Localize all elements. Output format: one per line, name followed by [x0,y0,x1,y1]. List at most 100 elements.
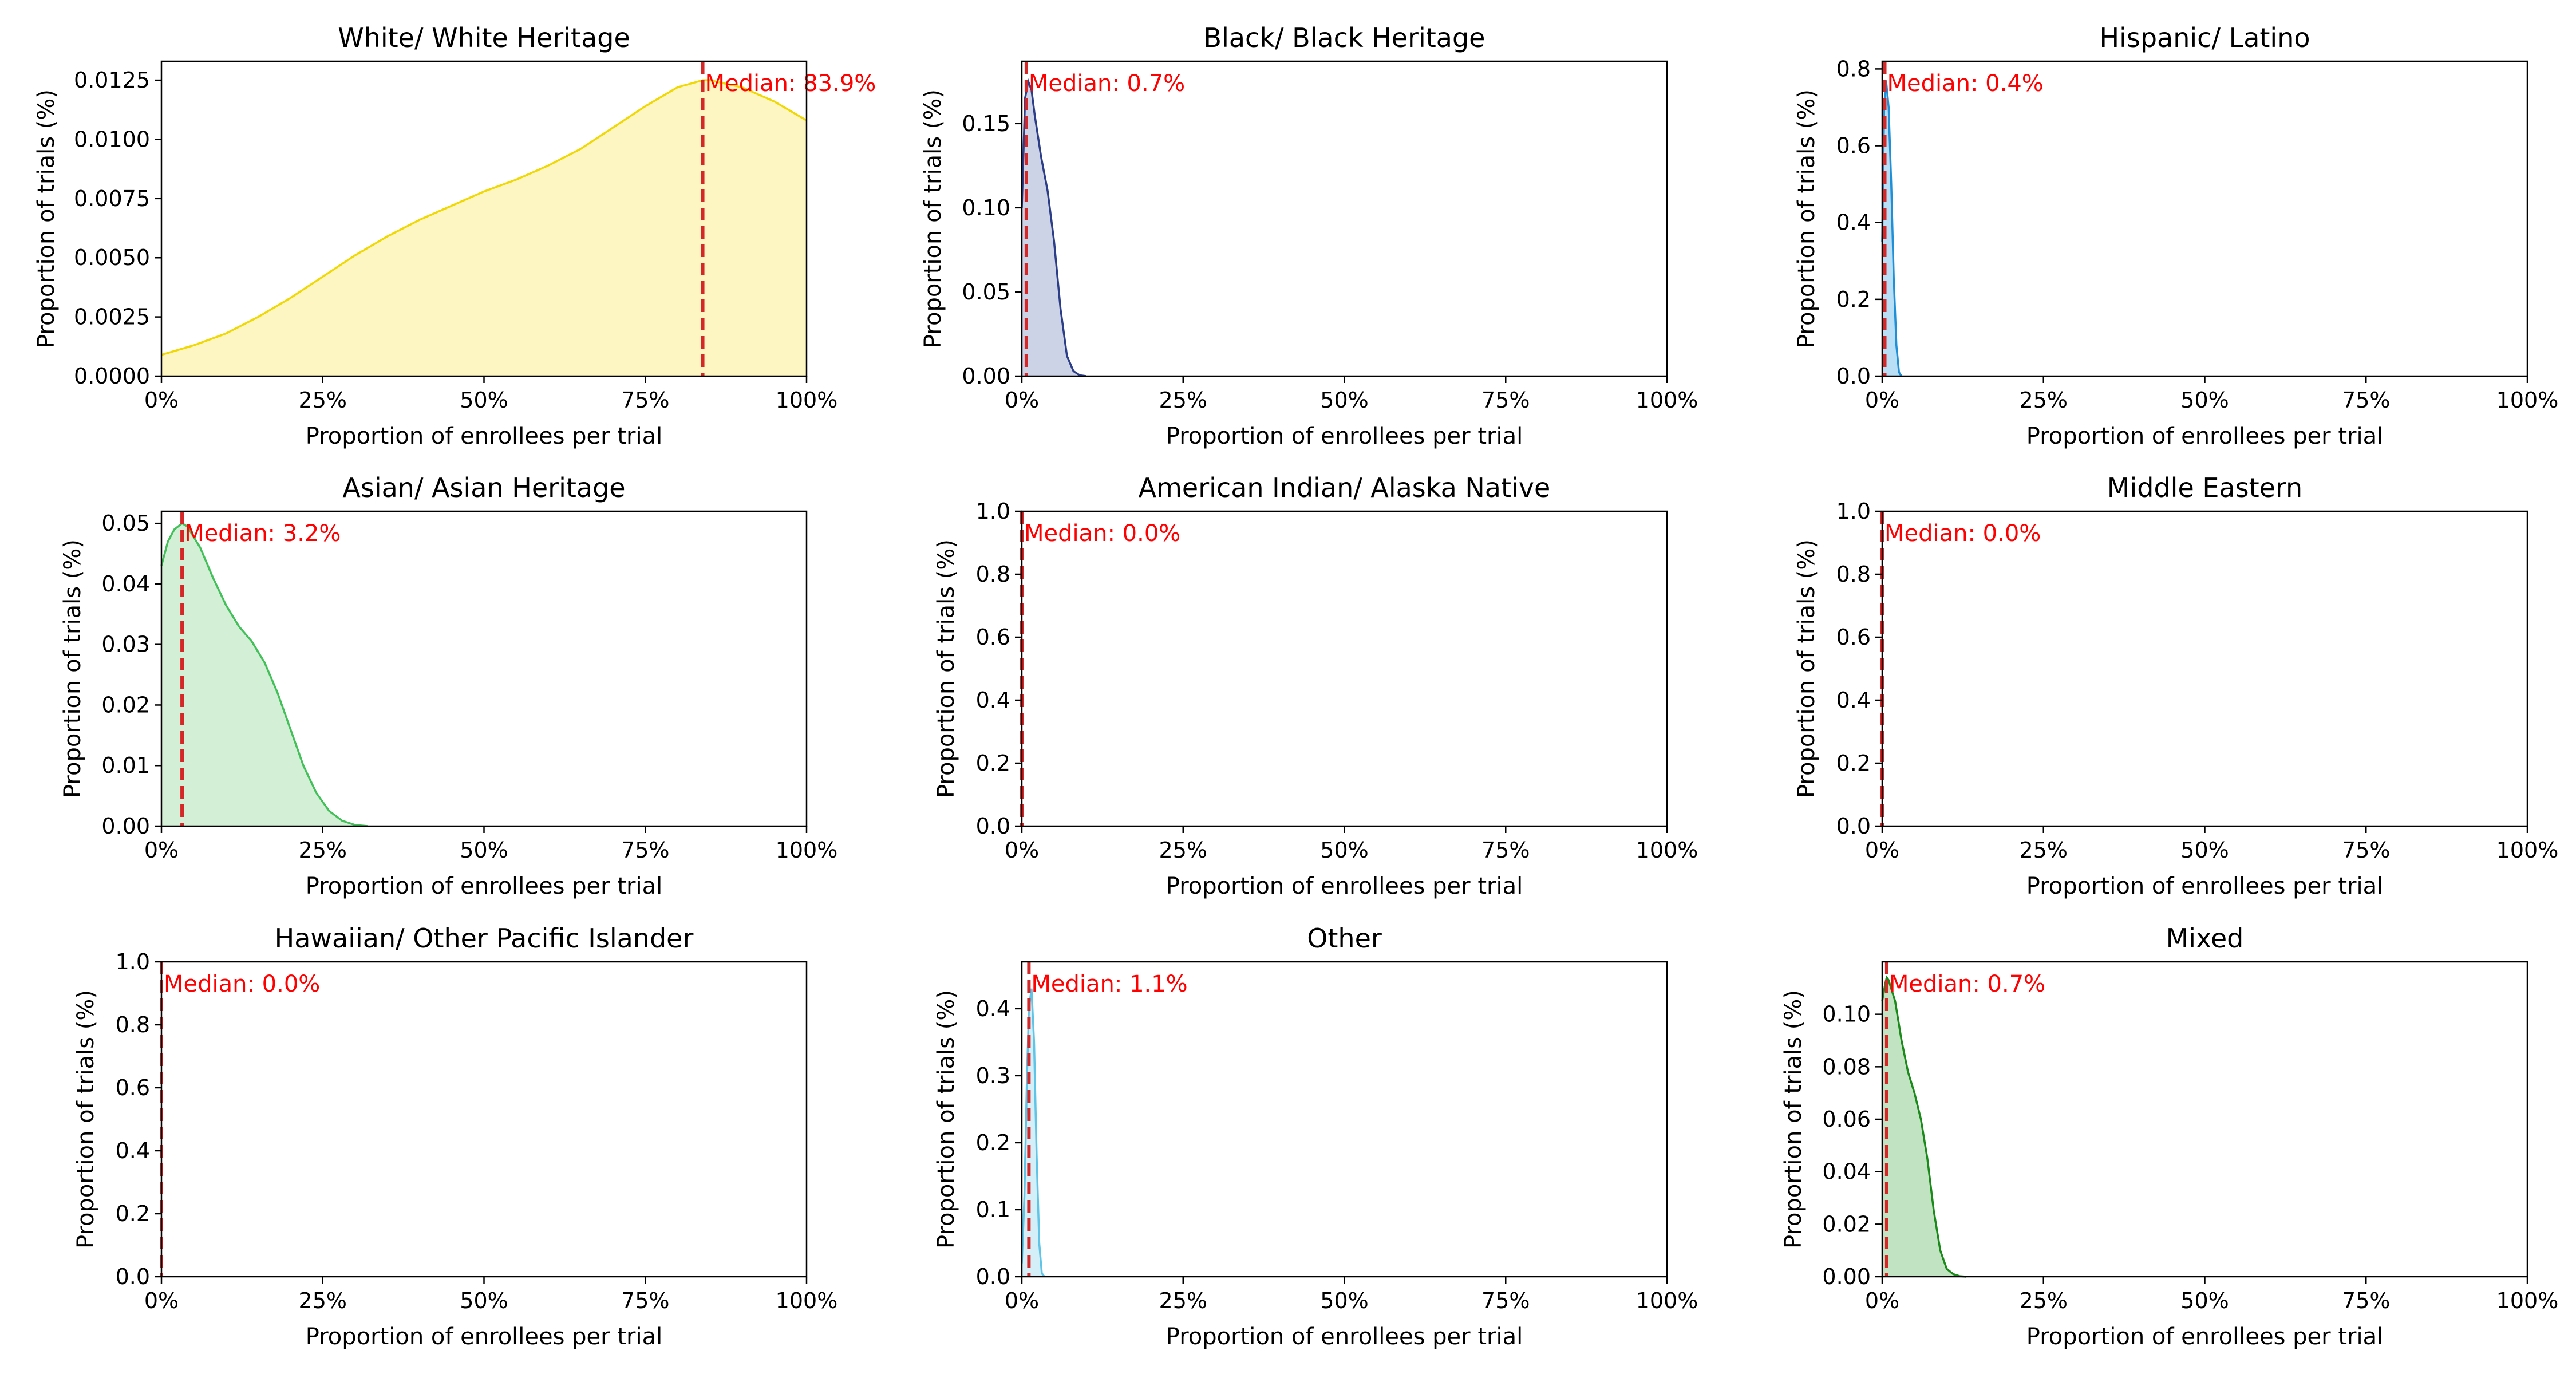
x-tick-label: 50% [2180,388,2229,413]
x-tick-label: 25% [1159,1288,1207,1313]
density-line [1881,975,1966,1278]
x-tick-label: 100% [1636,838,1698,863]
y-tick-label: 1.0 [1836,499,1871,524]
median-label: Median: 83.9% [705,70,876,97]
x-tick-label: 75% [2342,1288,2390,1313]
x-tick-label: 0% [144,1288,179,1313]
y-tick-label: 0.4 [976,688,1010,713]
y-tick-label: 0.8 [976,562,1010,587]
y-tick-label: 0.3 [976,1063,1010,1088]
x-tick-label: 75% [2342,388,2390,413]
chart-title: American Indian/ Alaska Native [1139,472,1551,503]
y-tick-label: 0.4 [976,996,1010,1021]
y-tick-label: 0.0 [116,1264,150,1289]
x-axis-label: Proportion of enrollees per trial [306,873,662,899]
x-tick-label: 0% [144,838,179,863]
chart-title: Hawaiian/ Other Pacific Islander [275,923,694,954]
median-label: Median: 0.0% [1884,520,2041,547]
x-tick-label: 25% [1159,838,1207,863]
x-axis-label: Proportion of enrollees per trial [306,423,662,449]
density-fill [161,523,368,826]
y-tick-label: 0.0 [976,1264,1010,1289]
y-tick-label: 0.02 [1822,1211,1871,1237]
x-tick-label: 50% [1320,388,1368,413]
x-tick-label: 25% [2020,838,2068,863]
y-tick-label: 0.6 [116,1075,150,1100]
x-tick-label: 25% [299,388,347,413]
x-tick-label: 50% [2180,1288,2229,1313]
x-axis-label: Proportion of enrollees per trial [1166,1324,1523,1350]
y-tick-label: 0.03 [101,632,150,657]
y-tick-label: 0.15 [962,111,1010,136]
chart-title: Other [1307,923,1382,954]
y-tick-label: 0.05 [101,511,150,536]
y-tick-label: 0.2 [976,1130,1010,1155]
y-tick-label: 0.2 [116,1201,150,1226]
y-tick-label: 0.0125 [74,68,150,93]
y-tick-label: 0.6 [1836,625,1871,650]
x-tick-label: 75% [621,1288,669,1313]
x-tick-label: 75% [621,838,669,863]
x-tick-label: 75% [2342,838,2390,863]
x-tick-label: 25% [299,838,347,863]
y-tick-label: 0.0000 [74,364,150,389]
density-line [161,79,807,356]
y-axis-label: Proportion of trials (%) [933,990,959,1249]
y-tick-label: 0.0025 [74,305,150,330]
chart-title: Asian/ Asian Heritage [342,472,625,503]
x-tick-label: 50% [1320,1288,1368,1313]
y-axis-label: Proportion of trials (%) [920,89,946,348]
y-tick-label: 0.6 [976,625,1010,650]
density-fill [1882,977,1966,1277]
y-axis-label: Proportion of trials (%) [1793,539,1820,798]
median-label: Median: 1.1% [1031,971,1187,997]
y-tick-label: 0.04 [1822,1159,1871,1185]
x-tick-label: 25% [299,1288,347,1313]
x-tick-label: 0% [1865,1288,1899,1313]
x-tick-label: 100% [776,388,838,413]
y-axis-label: Proportion of trials (%) [933,539,959,798]
y-tick-label: 0.10 [962,195,1010,220]
x-tick-label: 100% [776,838,838,863]
density-fill [1022,81,1086,376]
y-tick-label: 0.04 [101,571,150,597]
x-tick-label: 100% [2496,1288,2559,1313]
median-label: Median: 0.7% [1029,70,1185,97]
y-tick-label: 0.00 [1822,1264,1871,1289]
x-tick-label: 100% [2496,838,2559,863]
y-tick-label: 0.8 [116,1012,150,1037]
x-axis-label: Proportion of enrollees per trial [1166,423,1523,449]
y-tick-label: 0.01 [101,753,150,778]
density-fill [161,80,807,376]
y-tick-label: 0.05 [962,279,1010,305]
x-tick-label: 0% [1005,388,1039,413]
x-tick-label: 100% [2496,388,2559,413]
x-tick-label: 0% [1005,838,1039,863]
axes-frame [1021,60,1668,377]
density-line [1021,988,1045,1278]
y-tick-label: 0.2 [1836,751,1871,776]
x-tick-label: 25% [2020,388,2068,413]
x-tick-label: 25% [1159,388,1207,413]
y-tick-label: 0.08 [1822,1054,1871,1079]
axes-frame [1881,60,2528,377]
chart-title: Black/ Black Heritage [1204,22,1485,53]
x-tick-label: 0% [1005,1288,1039,1313]
x-axis-label: Proportion of enrollees per trial [306,1324,662,1350]
y-tick-label: 0.02 [101,692,150,717]
median-label: Median: 0.7% [1889,971,2045,997]
x-tick-label: 25% [2020,1288,2068,1313]
x-tick-label: 100% [776,1288,838,1313]
y-tick-label: 0.1 [976,1197,1010,1222]
x-tick-label: 50% [460,838,508,863]
y-tick-label: 0.8 [1836,56,1871,81]
x-tick-label: 0% [144,388,179,413]
axes-frame [160,961,808,1278]
y-tick-label: 0.0050 [74,245,150,270]
y-tick-label: 0.06 [1822,1107,1871,1132]
axes-frame [1881,510,2528,827]
median-label: Median: 0.0% [1024,520,1180,547]
axes-frame [1021,510,1668,827]
x-tick-label: 0% [1865,838,1899,863]
x-tick-label: 50% [2180,838,2229,863]
